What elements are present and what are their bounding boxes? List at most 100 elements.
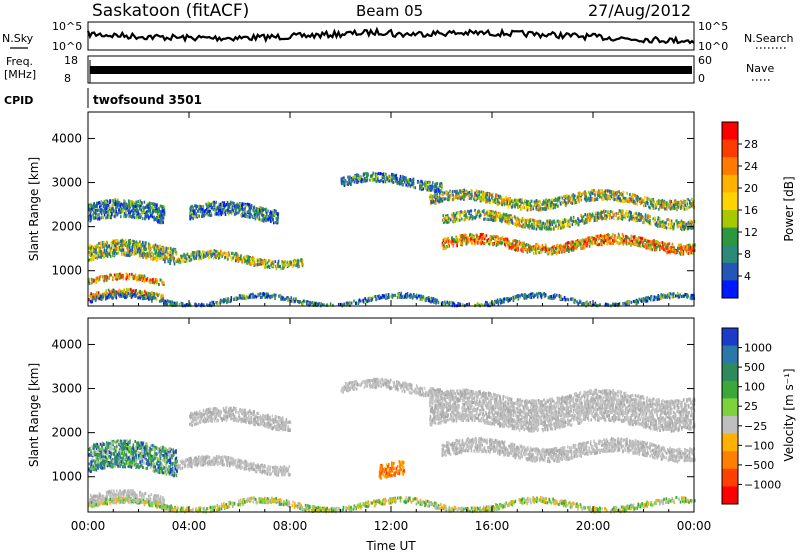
echo-cell [216, 254, 219, 257]
echo-cell [251, 215, 253, 219]
echo-cell [546, 219, 548, 223]
echo-cell [670, 225, 672, 229]
echo-cell [137, 275, 139, 279]
echo-cell [491, 193, 493, 197]
echo-cell [151, 215, 154, 219]
echo-cell [570, 201, 572, 205]
echo-cell [521, 206, 523, 210]
echo-cell [562, 221, 564, 224]
echo-cell [126, 246, 128, 250]
echo-cell [97, 278, 100, 282]
echo-cell [119, 204, 122, 208]
echo-cell [299, 259, 301, 263]
echo-cell [105, 241, 108, 245]
echo-cell [437, 188, 440, 191]
echo-cell [589, 215, 592, 219]
echo-cell [557, 219, 559, 223]
echo-cell [265, 217, 267, 221]
echo-cell [129, 241, 131, 245]
echo-cell [113, 214, 116, 218]
echo-cell [169, 246, 172, 250]
echo-cell [644, 213, 647, 217]
echo-cell [291, 265, 294, 269]
echo-cell [277, 212, 279, 216]
station-title: Saskatoon (fitACF) [92, 1, 249, 21]
echo-cell [526, 208, 529, 212]
echo-cell [153, 246, 155, 249]
echo-cell [190, 216, 193, 220]
echo-cell [252, 261, 254, 265]
echo-cell [125, 210, 127, 214]
echo-cell [613, 239, 616, 243]
echo-cell [112, 276, 114, 279]
echo-cell [136, 292, 139, 296]
echo-cell [139, 199, 142, 203]
echo-cell [213, 204, 215, 208]
echo-cell [386, 176, 388, 180]
echo-cell [680, 219, 683, 223]
echo-cell [611, 210, 614, 214]
echo-cell [457, 192, 460, 196]
echo-cell [116, 242, 119, 246]
echo-cell [259, 260, 262, 264]
echo-cell [109, 215, 111, 219]
echo-cell [91, 255, 94, 259]
echo-cell [137, 242, 139, 246]
echo-cell [101, 251, 104, 255]
echo-cell [554, 206, 556, 210]
echo-cell [277, 262, 280, 266]
echo-cell [478, 190, 480, 194]
echo-cell [114, 203, 117, 207]
echo-cell [127, 242, 130, 246]
echo-cell [144, 278, 146, 282]
echo-cell [658, 222, 661, 226]
echo-cell [121, 275, 124, 279]
echo-cell [634, 218, 637, 222]
echo-cell [194, 204, 196, 208]
echo-cell [128, 203, 130, 207]
echo-cell [552, 219, 554, 223]
echo-cell [280, 267, 282, 271]
echo-cell [652, 204, 654, 208]
beam-title: Beam 05 [356, 2, 423, 20]
echo-cell [638, 218, 641, 222]
echo-cell [212, 252, 214, 256]
echo-cell [128, 246, 131, 250]
echo-cell [481, 198, 483, 201]
echo-cell [435, 195, 437, 198]
echo-cell [562, 200, 565, 204]
echo-cell [88, 210, 91, 214]
echo-cell [90, 249, 92, 253]
echo-cell [120, 248, 122, 252]
echo-cell [496, 193, 498, 197]
echo-cell [160, 218, 162, 222]
echo-cell [183, 252, 185, 256]
echo-cell [551, 198, 553, 202]
echo-cell [447, 198, 449, 202]
echo-cell [496, 198, 499, 201]
echo-cell [572, 215, 575, 219]
echo-cell [200, 253, 203, 257]
echo-cell [175, 252, 177, 256]
echo-cell [507, 197, 509, 201]
echo-cell [574, 222, 577, 226]
echo-cell [127, 209, 129, 212]
echo-cell [572, 219, 574, 223]
echo-cell [244, 214, 247, 218]
echo-cell [137, 200, 139, 203]
echo-cell [139, 240, 141, 244]
echo-cell [655, 221, 658, 225]
echo-cell [275, 267, 278, 271]
echo-cell [149, 201, 151, 205]
echo-cell [635, 211, 637, 215]
echo-cell [588, 244, 591, 248]
echo-cell [256, 259, 259, 263]
echo-cell [563, 222, 566, 226]
echo-cell [626, 191, 628, 195]
echo-cell [122, 243, 124, 247]
echo-cell [182, 254, 184, 258]
echo-cell [261, 261, 263, 264]
echo-cell [465, 242, 468, 246]
echo-cell [153, 292, 155, 295]
echo-cell [232, 256, 234, 260]
